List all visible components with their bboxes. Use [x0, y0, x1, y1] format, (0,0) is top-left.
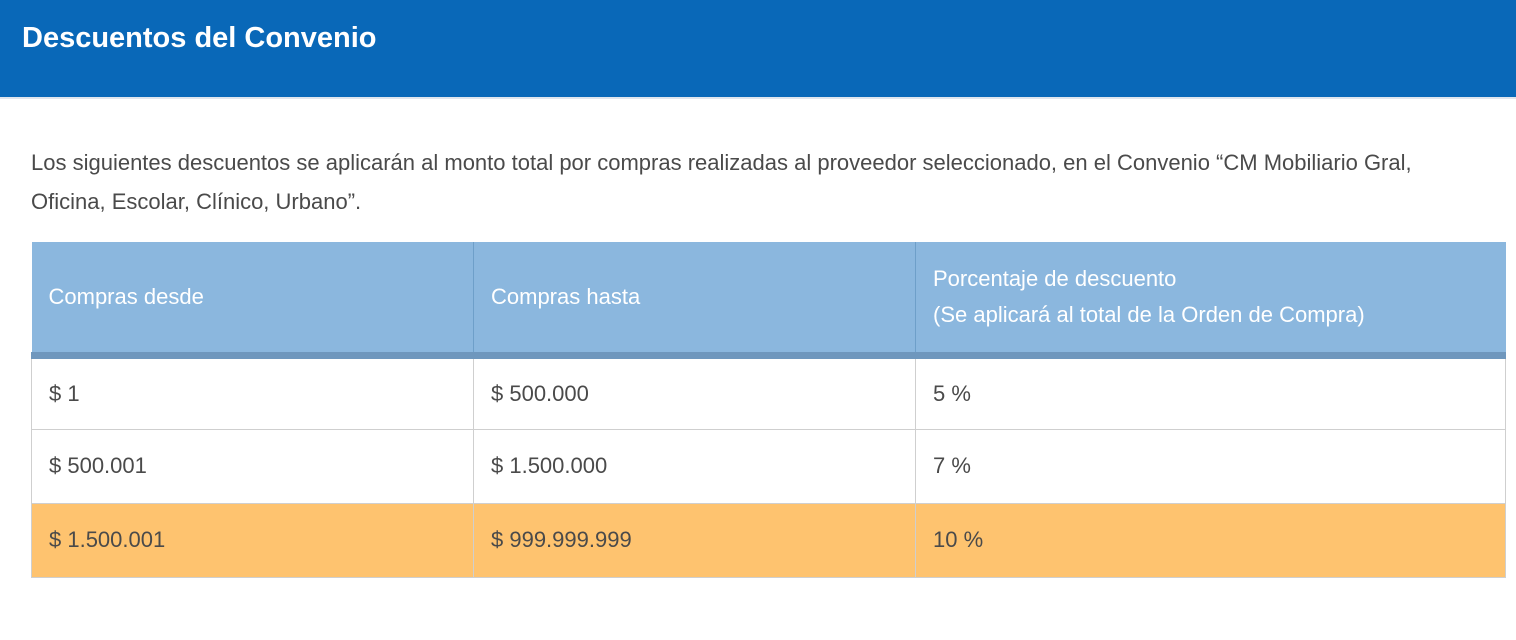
- cell-compras-hasta: $ 1.500.000: [473, 428, 916, 504]
- column-header-label: Compras hasta: [491, 283, 641, 309]
- cell-compras-hasta: $ 500.000: [473, 354, 916, 430]
- intro-paragraph: Los siguientes descuentos se aplicarán a…: [31, 150, 1412, 214]
- table-row: $ 500.001 $ 1.500.000 7 %: [31, 428, 1506, 504]
- cell-compras-desde: $ 1.500.001: [31, 502, 474, 578]
- cell-compras-desde: $ 500.001: [31, 428, 474, 504]
- cell-porcentaje: 5 %: [915, 354, 1506, 430]
- table-header-row: Compras desde Compras hasta Porcentaje d…: [31, 242, 1506, 359]
- discounts-table-container: Compras desde Compras hasta Porcentaje d…: [31, 242, 1506, 578]
- page-title: Descuentos del Convenio: [22, 22, 377, 54]
- column-header-sublabel: (Se aplicará al total de la Orden de Com…: [933, 301, 1365, 327]
- table-row-highlighted: $ 1.500.001 $ 999.999.999 10 %: [31, 502, 1506, 578]
- cell-compras-hasta: $ 999.999.999: [473, 502, 916, 578]
- cell-porcentaje: 10 %: [915, 502, 1506, 578]
- discounts-table: Compras desde Compras hasta Porcentaje d…: [31, 242, 1506, 578]
- cell-porcentaje: 7 %: [915, 428, 1506, 504]
- cell-compras-desde: $ 1: [31, 354, 474, 430]
- page-header: Descuentos del Convenio: [0, 0, 1516, 99]
- column-header-compras-desde: Compras desde: [31, 242, 474, 359]
- column-header-label: Compras desde: [48, 283, 204, 309]
- column-header-label: Porcentaje de descuento: [933, 265, 1177, 291]
- table-row: $ 1 $ 500.000 5 %: [31, 354, 1506, 430]
- column-header-porcentaje: Porcentaje de descuento (Se aplicará al …: [915, 242, 1506, 359]
- column-header-compras-hasta: Compras hasta: [473, 242, 916, 359]
